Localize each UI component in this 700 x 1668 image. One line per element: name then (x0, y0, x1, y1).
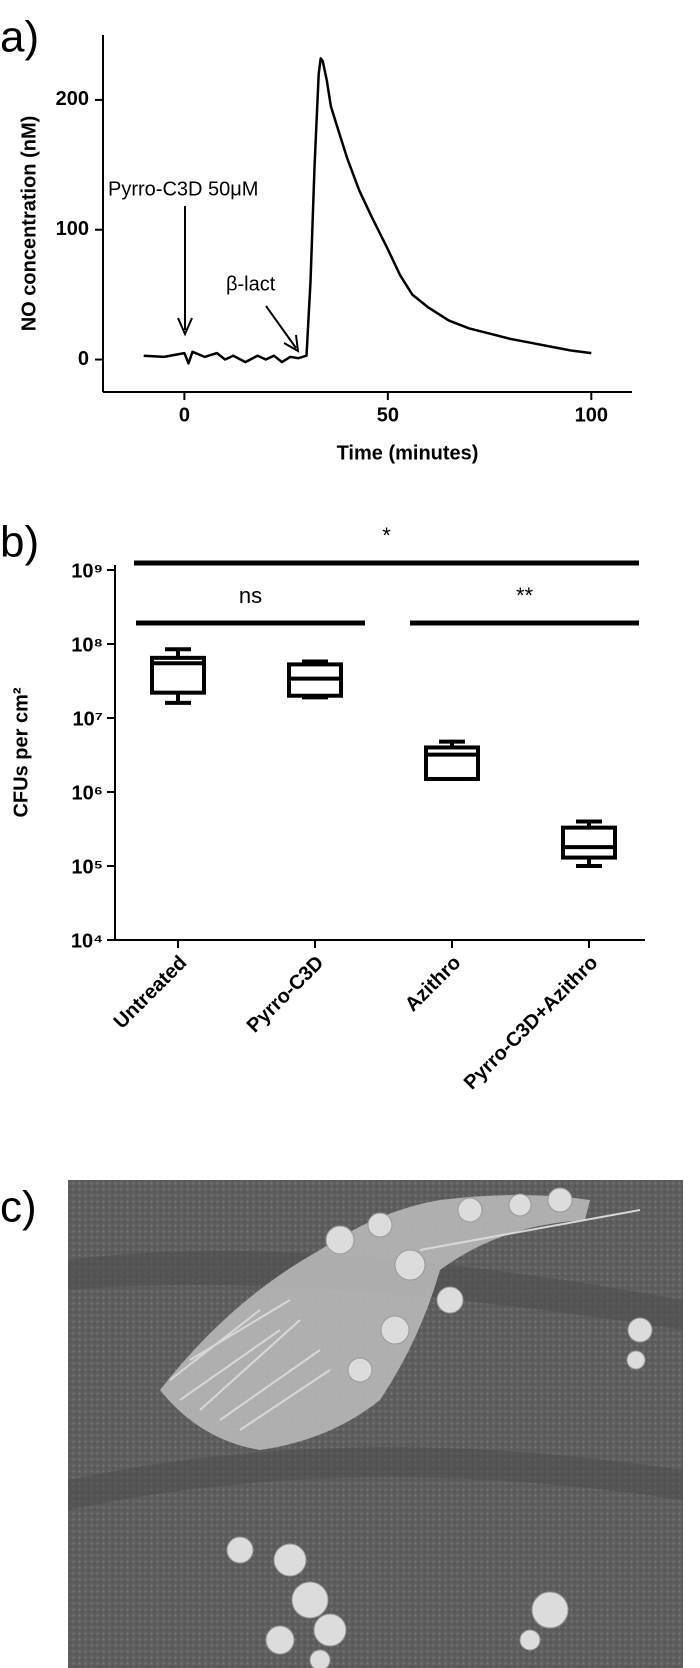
y-tick-label: 10⁴ (71, 930, 103, 952)
y-tick-label: 100 (56, 218, 89, 240)
panel-label: c) (0, 1183, 37, 1232)
y-tick-label: 200 (56, 88, 89, 110)
significance-label: ** (516, 583, 534, 608)
box (424, 745, 480, 781)
annotation: Pyrro-C3D 50μM (108, 178, 258, 200)
x-tick-label: 100 (575, 404, 608, 426)
y-tick-label: 10⁶ (72, 782, 103, 804)
y-tick-label: 10⁵ (71, 856, 103, 878)
x-tick-label: Untreated (110, 952, 192, 1034)
sem-image (68, 1180, 683, 1668)
y-tick-label: 10⁷ (73, 708, 104, 730)
y-tick-label: 0 (78, 348, 89, 370)
x-tick-label: 50 (377, 404, 399, 426)
x-tick-label: Azithro (401, 952, 465, 1016)
data-line (143, 57, 592, 365)
panel-label: a) (0, 13, 39, 62)
arrow (177, 206, 193, 337)
y-axis-label: NO concentration (nM) (18, 116, 40, 332)
significance-label: * (382, 523, 391, 548)
y-tick-label: 10⁸ (71, 634, 103, 656)
significance-label: ns (239, 583, 262, 608)
y-tick-label: 10⁹ (71, 560, 103, 582)
x-tick-label: 0 (179, 404, 190, 426)
x-axis-label: Time (minutes) (337, 442, 479, 464)
x-tick-label: Pyrro-C3D (243, 952, 329, 1038)
x-tick-label: Pyrro-C3D+Azithro (460, 952, 602, 1094)
box (561, 825, 617, 860)
annotation: β-lact (226, 273, 276, 295)
y-axis-label: CFUs per cm² (10, 687, 32, 817)
panel-label: b) (0, 518, 39, 567)
arrow (265, 305, 300, 353)
